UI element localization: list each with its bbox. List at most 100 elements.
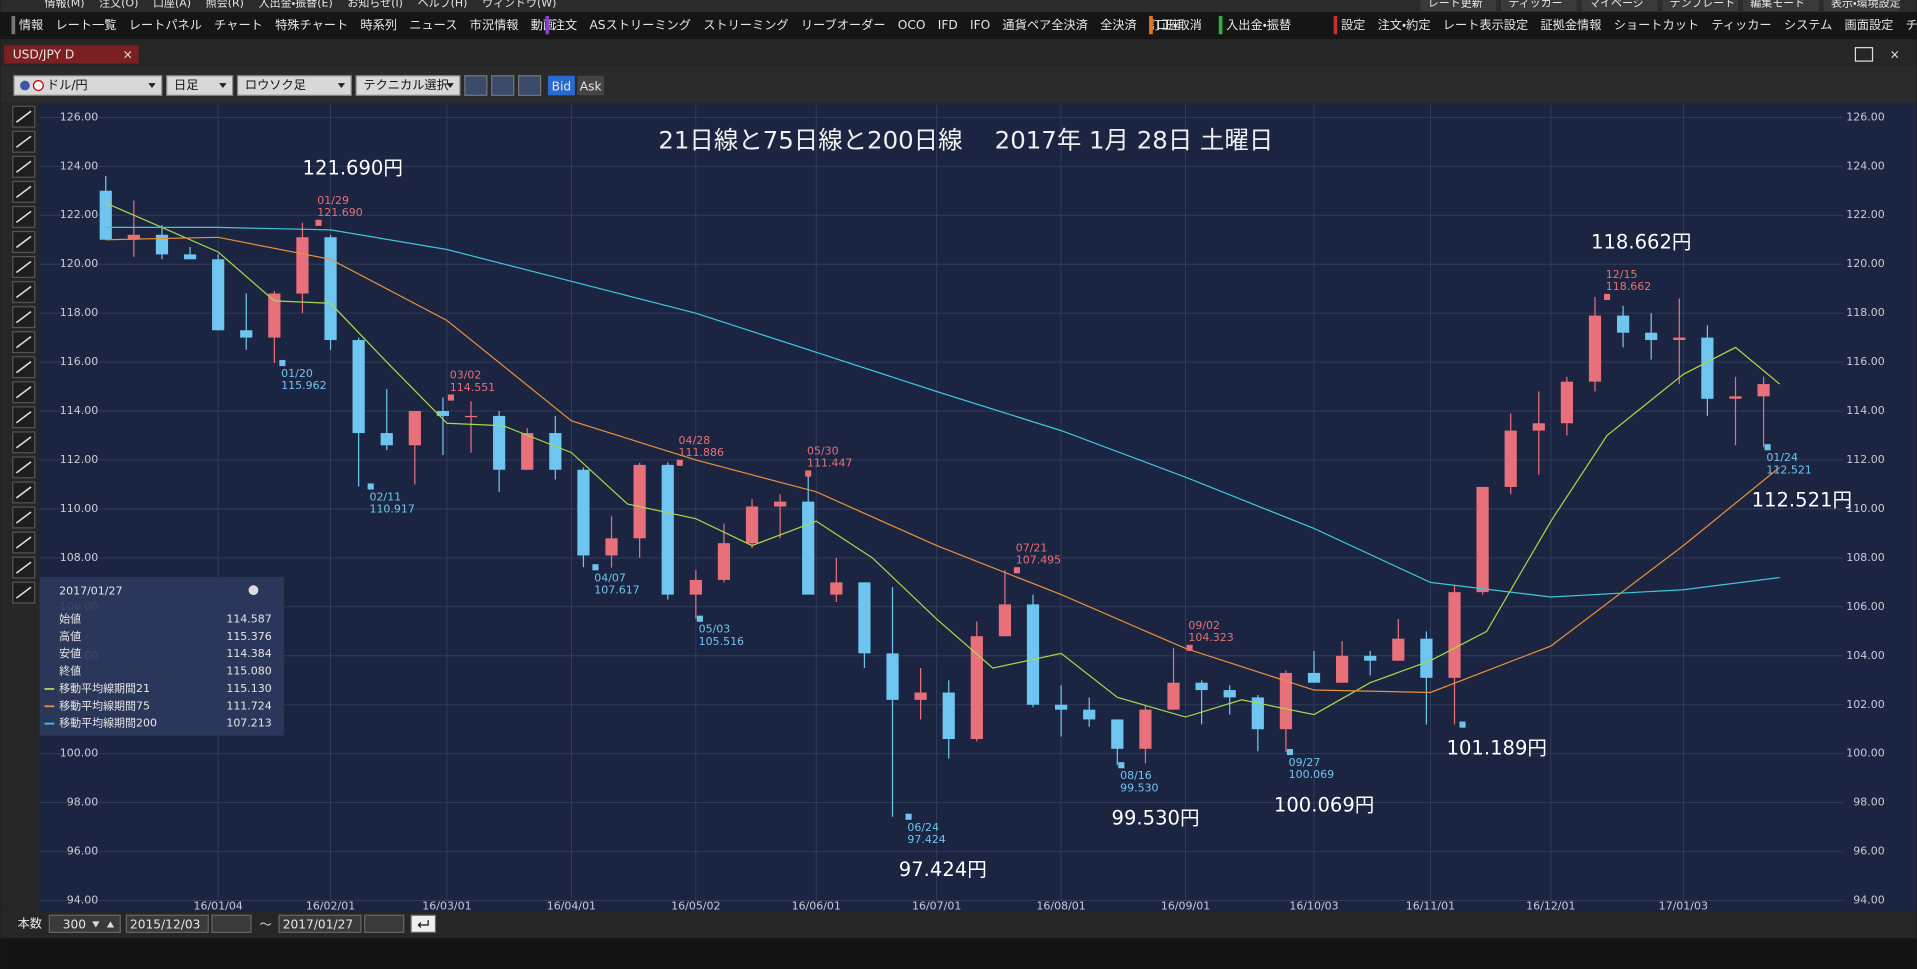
bid-button[interactable]	[547, 75, 575, 96]
chart-tab[interactable]	[4, 45, 139, 64]
toolbar-button[interactable]: 証拠金情報	[1540, 18, 1601, 32]
menu-item[interactable]: マイページ	[1589, 0, 1644, 10]
toolbar-button[interactable]: チャート	[1906, 18, 1917, 32]
spin-down[interactable]	[92, 921, 100, 928]
tab-label[interactable]: USD/JPY D	[13, 47, 75, 61]
menu-button[interactable]	[1742, 0, 1819, 11]
count-input[interactable]	[48, 914, 121, 933]
dropdown[interactable]	[236, 75, 352, 96]
date-input[interactable]	[125, 914, 209, 933]
info-toggle[interactable]	[248, 585, 259, 596]
toolbar-button[interactable]: 注文	[553, 18, 577, 32]
date-from[interactable]: 2015/12/03	[130, 918, 200, 932]
toolbar-button[interactable]: 全決済	[1100, 18, 1137, 32]
menu-item[interactable]: テンプレート	[1670, 0, 1736, 10]
menu-item[interactable]: レート更新	[1428, 0, 1483, 10]
toolbar-button[interactable]: レート表示設定	[1443, 18, 1528, 32]
toolbar-button[interactable]: 動画	[531, 18, 555, 32]
dropdown[interactable]	[13, 75, 163, 96]
toolbar-button[interactable]: 画面設定	[1845, 18, 1894, 32]
candle-body	[802, 501, 815, 595]
extreme-date: 12/15	[1606, 268, 1638, 281]
time-input[interactable]	[364, 914, 405, 933]
dropdown-label[interactable]: 日足	[174, 78, 198, 92]
menu-item[interactable]: 表示・環境設定	[1831, 0, 1901, 10]
menu-item[interactable]: ヘルプ(H)	[418, 0, 468, 10]
icon-button[interactable]	[517, 75, 542, 96]
date-to[interactable]: 2017/01/27	[283, 918, 353, 932]
toolbar-button[interactable]: 時系列	[360, 18, 397, 32]
tab-close[interactable]: ×	[123, 47, 133, 61]
toolbar-button[interactable]: 注文・約定	[1378, 17, 1431, 32]
ask-label[interactable]: Ask	[580, 79, 603, 93]
candle-body	[1055, 704, 1068, 710]
group-marker	[1149, 15, 1153, 35]
menu-item[interactable]: ティッカー	[1508, 0, 1562, 10]
extreme-value: 105.516	[699, 635, 744, 648]
ask-button[interactable]	[577, 75, 605, 96]
close-button[interactable]: ×	[1890, 47, 1900, 61]
toolbar-button[interactable]: 設定	[1341, 18, 1365, 32]
toolbar-button[interactable]: ストリーミング	[703, 18, 788, 32]
range-separator: ～	[260, 918, 272, 932]
candle-body	[1167, 682, 1180, 710]
menu-item[interactable]: ウィンドウ(W)	[482, 0, 556, 10]
toolbar-button[interactable]: ニュース	[409, 18, 457, 32]
menu-item[interactable]: 情報(M)	[44, 0, 84, 10]
toolbar-button[interactable]: レート一覧	[55, 18, 116, 32]
info-value: 115.080	[226, 665, 271, 678]
menu-button[interactable]	[1501, 0, 1577, 11]
toolbar-button[interactable]: OCO	[898, 18, 926, 32]
menu-item[interactable]: 入出金・振替(E)	[259, 0, 333, 10]
menu-button[interactable]	[1823, 0, 1900, 11]
candle-body	[1420, 638, 1433, 678]
toolbar-button[interactable]: 特殊チャート	[275, 17, 348, 32]
toolbar-button[interactable]: 訂正・取消	[1149, 18, 1202, 32]
menu-item[interactable]: 注文(O)	[99, 0, 138, 10]
apply-button[interactable]	[410, 914, 437, 933]
icon-button[interactable]	[491, 75, 515, 96]
toolbar-button[interactable]: IFD	[938, 18, 958, 32]
candle-body	[493, 415, 506, 470]
spin-up[interactable]	[106, 921, 115, 928]
menu-item[interactable]: お知らせ(I)	[347, 0, 403, 10]
maximize-button[interactable]	[1854, 47, 1874, 62]
toolbar-button[interactable]: 通貨ペア全決済	[1002, 17, 1087, 32]
toolbar-button[interactable]: 市況情報	[470, 17, 519, 32]
tool-glyph	[15, 486, 32, 499]
extreme-value: 111.447	[807, 457, 852, 470]
toolbar-button[interactable]: 情報	[19, 18, 43, 32]
dropdown-label[interactable]: ロウソク足	[245, 78, 306, 92]
menu-item[interactable]: 口座(A)	[153, 0, 191, 10]
toolbar-button[interactable]: ティッカー	[1711, 18, 1771, 32]
bid-label[interactable]: Bid	[552, 79, 572, 93]
menu-item[interactable]: 照会(R)	[206, 0, 244, 10]
toolbar-button[interactable]: 口座	[1156, 18, 1180, 32]
dropdown-arrow	[337, 83, 346, 88]
time-input[interactable]	[211, 914, 252, 933]
toolbar-button[interactable]: ショートカット	[1614, 18, 1699, 32]
menu-button[interactable]	[1420, 0, 1497, 11]
menu-item[interactable]: 編集モード	[1750, 0, 1805, 10]
menu-button[interactable]	[1662, 0, 1739, 11]
toolbar-button[interactable]: レートパネル	[129, 18, 202, 32]
toolbar-button[interactable]: リーブオーダー	[801, 17, 886, 32]
toolbar-button[interactable]: 入出金・振替	[1226, 18, 1291, 32]
dropdown-label[interactable]: ドル/円	[47, 78, 88, 92]
y-tick-label: 118.00	[60, 306, 98, 319]
dropdown-label[interactable]: テクニカル選択	[363, 78, 448, 92]
toolbar-button[interactable]: IFO	[970, 18, 990, 32]
count-value[interactable]: 300	[63, 918, 86, 932]
date-input[interactable]	[278, 914, 362, 933]
toolbar-button[interactable]: チャート	[214, 18, 263, 32]
tool-glyph	[15, 285, 32, 299]
extreme-date: 09/27	[1289, 756, 1321, 769]
menu-button[interactable]	[1581, 0, 1658, 11]
dropdown[interactable]	[355, 75, 461, 96]
tool-glyph	[15, 461, 32, 474]
candle-body	[1532, 423, 1545, 431]
dropdown[interactable]	[166, 75, 234, 96]
icon-button[interactable]	[464, 75, 488, 96]
toolbar-button[interactable]: ASストリーミング	[589, 18, 691, 32]
toolbar-button[interactable]: システム	[1784, 18, 1832, 32]
